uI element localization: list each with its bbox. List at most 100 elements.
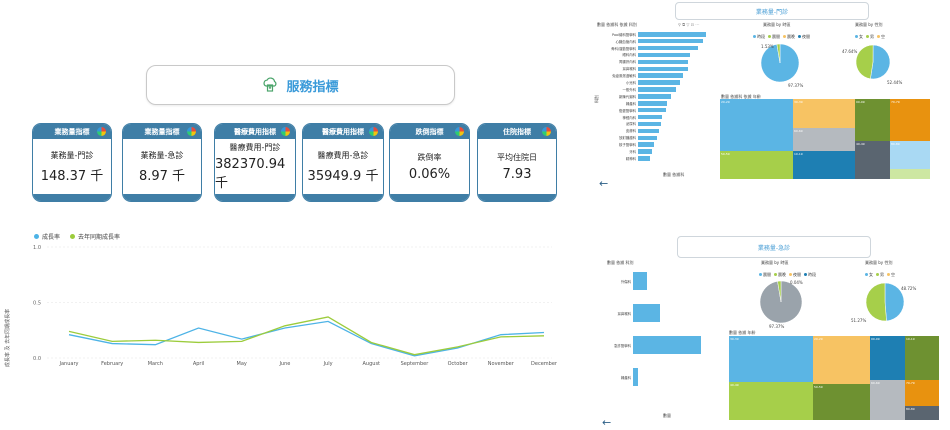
bar-row[interactable]: 骨科/運動醫學科 [598,45,698,51]
treemap-cell[interactable]: 80-89 [890,141,930,169]
treemap-cell[interactable]: 20-29 [813,336,870,384]
treemap-cell[interactable]: 40-49 [729,382,813,420]
bar-row[interactable]: 婦產科 [598,101,667,106]
bar[interactable] [633,304,661,322]
legend-item[interactable]: 時段 [753,34,765,40]
kpi-card-emergency-cost[interactable]: 醫療費用指標 醫療費用-急診 35949.9 千 [302,123,384,202]
bar-row[interactable]: 復健醫學科 [598,107,666,113]
bar-row[interactable]: 放射腫瘤科 [598,135,658,141]
legend-item[interactable]: 夜間 [789,272,801,278]
bar-row[interactable]: 耳鼻喉科 [601,304,661,322]
legend-item[interactable]: 男 [876,272,884,278]
legend-item[interactable]: 晨晚 [783,34,795,40]
legend-item[interactable]: 女 [855,34,863,40]
pie-slice[interactable] [865,282,887,322]
treemap-cell[interactable]: 70-79 [905,380,939,406]
bar[interactable] [638,52,690,58]
bar[interactable] [638,73,683,78]
bar-row[interactable]: 精神科 [598,156,650,161]
bar-row[interactable]: 耳鼻喉科 [598,66,688,72]
pie-slice[interactable] [776,43,781,64]
bar[interactable] [638,156,650,161]
legend-item[interactable]: 男 [866,34,874,40]
treemap-cell[interactable]: 60-69 [793,128,855,151]
bar-row[interactable]: 心臟血管內科 [598,38,703,44]
back-arrow-icon[interactable]: ← [602,416,612,429]
bar[interactable] [638,32,706,37]
back-arrow-icon[interactable]: ← [599,177,609,190]
treemap-cell[interactable] [890,169,930,179]
pie-chart-icon [455,127,464,136]
bar[interactable] [633,272,647,290]
bar[interactable] [638,142,655,147]
bar-row[interactable]: 眼科內科 [598,52,690,58]
series-line-2[interactable] [68,316,545,356]
pie-slice[interactable] [884,282,905,322]
legend-item[interactable]: 晨晚 [774,272,786,278]
bar[interactable] [638,107,666,113]
pie-slice[interactable] [855,44,874,80]
bar[interactable] [638,45,698,51]
pie-slice[interactable] [870,44,891,80]
bar-row[interactable]: 外傷科 [601,272,647,290]
treemap-cell[interactable]: 00-09 [870,336,905,380]
bar-row[interactable]: 新陳代謝科 [598,94,671,99]
legend-item[interactable]: 空 [877,34,885,40]
bar[interactable] [638,114,663,120]
bar[interactable] [638,149,653,154]
legend-item[interactable]: 晨間 [768,34,780,40]
kpi-card-avg-stay[interactable]: 住院指標 平均住院日 7.93 [477,123,557,202]
bar[interactable] [633,336,701,354]
bar-row[interactable]: Pool總科醫學科 [598,32,706,37]
bar[interactable] [638,128,660,134]
bar-row[interactable]: 胃腸肝內科 [598,59,689,65]
bar[interactable] [638,94,671,99]
visual-toolbar[interactable]: ⚲ ⧉ ▽ ⊡ ⋯ [678,22,700,27]
bar-row[interactable]: 免疫風濕過敏科 [598,73,683,78]
bar-row[interactable]: 核子醫學科 [598,142,655,147]
bar-row[interactable]: 皮膚科 [598,128,660,134]
kpi-card-fall-rate[interactable]: 跌倒指標 跌倒率 0.06% [389,123,470,202]
treemap-cell[interactable]: 30-39 [793,99,855,128]
pie2-label-a: 47.64% [842,49,858,54]
bar[interactable] [638,121,662,127]
treemap-cell[interactable]: 70-79 [890,99,930,141]
kpi-card-outpatient-cost[interactable]: 醫療費用指標 醫療費用-門診 382370.94 千 [214,123,296,202]
bar[interactable] [638,101,667,106]
treemap-cell[interactable]: 80-89 [905,406,939,420]
bar-row[interactable]: 泌尿科 [598,121,662,127]
bar-row[interactable]: 一般外科 [598,87,677,92]
bar[interactable] [638,38,703,44]
legend-item[interactable]: 晨間 [759,272,771,278]
bar-row[interactable]: 牙科 [598,149,653,154]
series-line-1[interactable] [68,320,545,357]
legend-item-series2[interactable]: 去年同期成長率 [70,232,120,241]
treemap-cell[interactable]: 10-19 [793,151,855,179]
legend-item[interactable]: 時段 [804,272,816,278]
bar-row[interactable]: 急診醫學科 [601,336,701,354]
pie-slice[interactable] [777,280,782,303]
treemap-cell[interactable]: 20-29 [720,99,793,151]
bar[interactable] [638,59,689,65]
bar-row[interactable]: 小兒科 [598,80,681,85]
treemap-cell[interactable]: 50-59 [720,151,793,179]
bar-row[interactable]: 婦產科 [601,368,639,386]
legend-item[interactable]: 女 [865,272,873,278]
treemap-cell[interactable]: 40-49 [855,141,890,179]
treemap-cell[interactable]: 30-39 [729,336,813,382]
legend-item[interactable]: 夜間 [798,34,810,40]
treemap-cell[interactable]: 50-59 [813,384,870,420]
kpi-card-emergency-volume[interactable]: 業務量指標 業務量-急診 8.97 千 [122,123,202,202]
bar[interactable] [638,135,658,141]
legend-item-series1[interactable]: 成長率 [34,232,60,241]
treemap-cell[interactable]: 10-19 [905,336,939,380]
bar[interactable] [638,87,677,92]
treemap-cell[interactable]: 60-69 [870,380,905,420]
legend-item[interactable]: 空 [887,272,895,278]
bar-row[interactable]: 神經內科 [598,114,663,120]
bar[interactable] [638,66,688,72]
kpi-card-outpatient-volume[interactable]: 業務量指標 業務量-門診 148.37 千 [32,123,112,202]
bar[interactable] [633,368,639,386]
treemap-cell[interactable]: 00-09 [855,99,890,141]
bar[interactable] [638,80,681,85]
